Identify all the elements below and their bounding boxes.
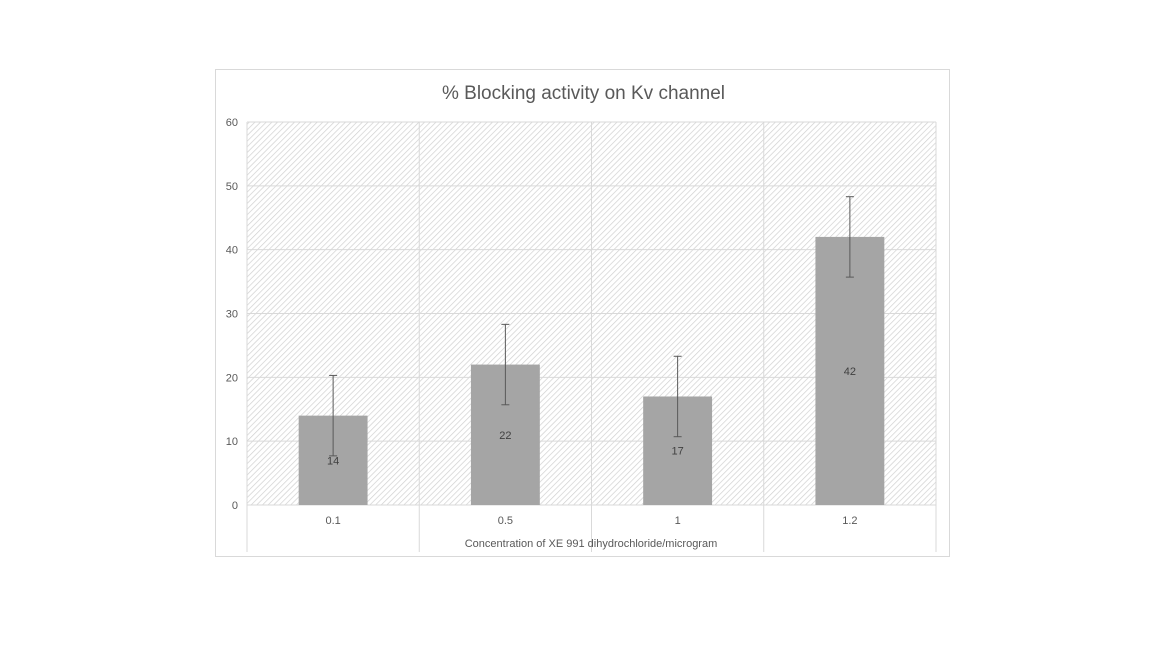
y-tick-label: 30 bbox=[226, 309, 238, 321]
x-tick-label: 0.1 bbox=[325, 515, 340, 527]
chart-frame: % Blocking activity on Kv channel 0 10 20 3… bbox=[215, 69, 950, 557]
error-bars bbox=[329, 196, 854, 457]
y-tick-label: 50 bbox=[226, 181, 238, 193]
data-label-1: 17 bbox=[672, 446, 684, 458]
x-tick-label: 0.5 bbox=[498, 515, 513, 527]
labels: 0 10 20 30 40 50 60 14 0.1 22 0.5 17 1 42 1.2 bbox=[226, 117, 858, 527]
y-tick-label: 0 bbox=[232, 500, 238, 512]
data-label-0.5: 22 bbox=[499, 430, 511, 442]
bar-1.2 bbox=[815, 236, 885, 505]
y-tick-label: 60 bbox=[226, 117, 238, 129]
x-tick-label: 1 bbox=[675, 515, 681, 527]
bar-chart: % Blocking activity on Kv channel 0 10 20 3… bbox=[226, 83, 937, 552]
bars bbox=[298, 236, 885, 505]
y-tick-label: 20 bbox=[226, 372, 238, 384]
y-tick-label: 10 bbox=[226, 436, 238, 448]
data-label-0.1: 14 bbox=[327, 455, 339, 467]
chart-title: % Blocking activity on Kv channel bbox=[442, 83, 725, 104]
x-tick-label: 1.2 bbox=[842, 515, 857, 527]
data-label-1.2: 42 bbox=[844, 366, 856, 378]
x-axis-title: Concentration of XE 991 dihydrochloride/… bbox=[465, 538, 718, 550]
gridlines bbox=[246, 121, 937, 552]
y-tick-label: 40 bbox=[226, 245, 238, 257]
